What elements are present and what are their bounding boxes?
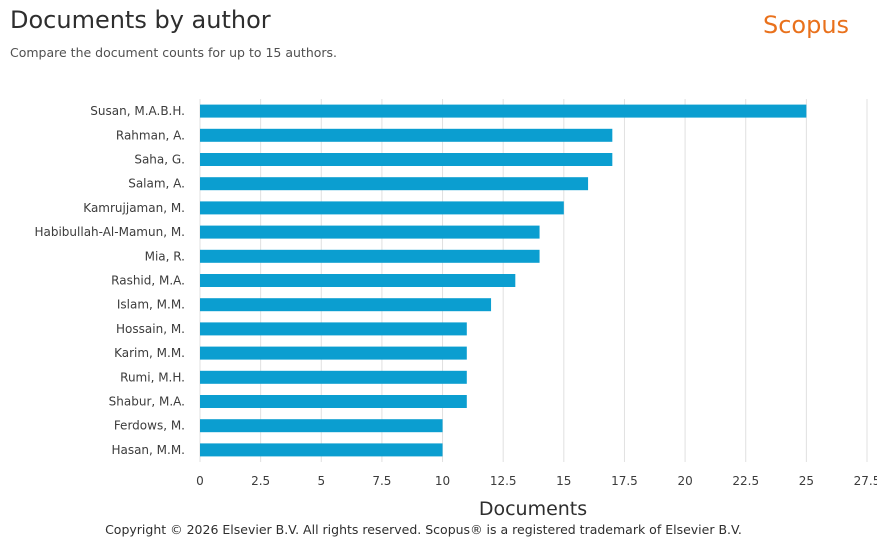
- category-label: Rashid, M.A.: [111, 274, 185, 288]
- bar[interactable]: [200, 419, 443, 433]
- category-label: Hossain, M.: [116, 322, 185, 336]
- category-label: Mia, R.: [145, 249, 185, 263]
- x-tick-label: 20: [677, 474, 692, 488]
- bar[interactable]: [200, 201, 564, 215]
- category-label: Hasan, M.M.: [111, 443, 185, 457]
- category-label: Habibullah-Al-Mamun, M.: [34, 225, 185, 239]
- x-tick-label: 17.5: [611, 474, 638, 488]
- x-tick-label: 0: [196, 474, 204, 488]
- page-subtitle: Compare the document counts for up to 15…: [10, 45, 338, 60]
- x-tick-label: 12.5: [490, 474, 517, 488]
- category-label: Salam, A.: [128, 177, 185, 191]
- x-tick-label: 22.5: [732, 474, 759, 488]
- x-axis-title: Documents: [479, 498, 587, 520]
- category-label: Islam, M.M.: [117, 298, 185, 312]
- category-axis: Susan, M.A.B.H. Rahman, A. Saha, G. Salam, …: [34, 104, 185, 457]
- bar[interactable]: [200, 128, 613, 142]
- category-label: Rumi, M.H.: [120, 370, 185, 384]
- category-label: Saha, G.: [134, 153, 185, 167]
- bar[interactable]: [200, 274, 516, 287]
- category-label: Karim, M.M.: [114, 346, 185, 360]
- x-tick-label: 15: [556, 474, 571, 488]
- page-title: Documents by author: [10, 6, 271, 34]
- scopus-logo[interactable]: Scopus: [763, 11, 850, 39]
- bar[interactable]: [200, 153, 613, 166]
- bar[interactable]: [200, 395, 467, 408]
- bar[interactable]: [200, 322, 467, 336]
- x-tick-label: 2.5: [251, 474, 270, 488]
- bar[interactable]: [200, 225, 540, 239]
- bar[interactable]: [200, 177, 589, 191]
- bar-series: [200, 104, 807, 457]
- bar[interactable]: [200, 298, 492, 312]
- category-label: Ferdows, M.: [114, 419, 185, 433]
- bar[interactable]: [200, 249, 540, 263]
- category-label: Rahman, A.: [116, 128, 185, 142]
- bar[interactable]: [200, 370, 467, 384]
- copyright-notice: Copyright © 2026 Elsevier B.V. All right…: [105, 522, 742, 537]
- x-tick-label: 27.5: [854, 474, 877, 488]
- x-tick-label: 5: [317, 474, 325, 488]
- x-tick-label: 7.5: [372, 474, 391, 488]
- category-label: Kamrujjaman, M.: [83, 201, 185, 215]
- bar[interactable]: [200, 104, 807, 118]
- x-tick-label: 25: [799, 474, 814, 488]
- category-label: Shabur, M.A.: [109, 395, 185, 409]
- value-axis: 0 2.5 5 7.5 10 12.5 15 17.5 20 22.5 25 27.5: [196, 474, 877, 488]
- x-tick-label: 10: [435, 474, 450, 488]
- bar[interactable]: [200, 443, 443, 457]
- category-label: Susan, M.A.B.H.: [90, 104, 185, 118]
- bar[interactable]: [200, 346, 467, 360]
